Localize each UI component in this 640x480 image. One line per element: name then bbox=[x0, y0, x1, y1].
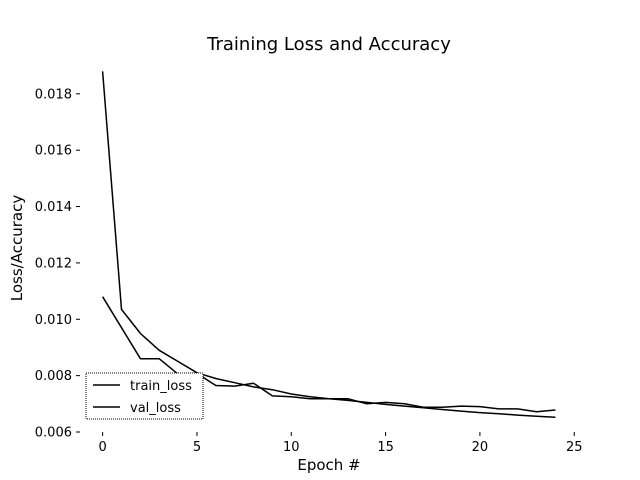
y-tick-label: 0.016 bbox=[35, 144, 72, 159]
y-tick-label: 0.012 bbox=[35, 256, 72, 271]
series-group bbox=[101, 71, 556, 419]
legend-entry-val-loss: val_loss bbox=[130, 401, 181, 416]
series-line-train-loss bbox=[101, 71, 556, 419]
x-tick-label: 20 bbox=[472, 440, 489, 455]
x-tick-label: 15 bbox=[377, 440, 394, 455]
legend-entry-train-loss: train_loss bbox=[130, 379, 192, 394]
legend: train_loss val_loss bbox=[85, 372, 204, 420]
chart-title: Training Loss and Accuracy bbox=[206, 34, 451, 55]
legend-box bbox=[85, 372, 204, 420]
y-axis-label: Loss/Accuracy bbox=[8, 195, 26, 302]
y-tick-label: 0.008 bbox=[35, 369, 72, 384]
y-tick-label: 0.010 bbox=[35, 313, 72, 328]
x-tick-label: 10 bbox=[283, 440, 300, 455]
y-tick-label: 0.014 bbox=[35, 200, 72, 215]
y-tick-label: 0.006 bbox=[35, 426, 72, 441]
y-tick-label: 0.018 bbox=[35, 87, 72, 102]
x-axis-label: Epoch # bbox=[297, 456, 360, 474]
x-tick-label: 0 bbox=[98, 440, 106, 455]
x-tick-label: 5 bbox=[193, 440, 201, 455]
y-axis: 0.006 0.008 0.010 0.012 0.014 0.016 0.018 bbox=[35, 87, 80, 441]
x-tick-label: 25 bbox=[566, 440, 583, 455]
x-axis: 0 5 10 15 20 25 bbox=[98, 432, 583, 455]
